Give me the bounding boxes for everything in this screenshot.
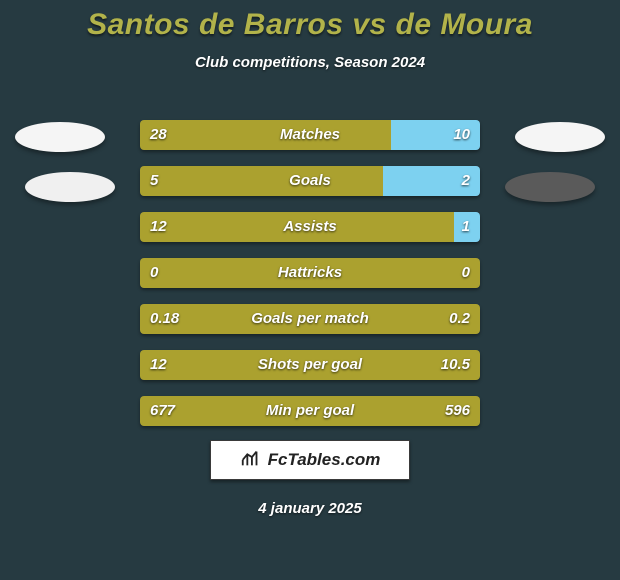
stat-label: Assists <box>0 212 620 242</box>
stat-row: 121Assists <box>0 212 620 242</box>
source-badge-text: FcTables.com <box>268 450 381 470</box>
date-text: 4 january 2025 <box>0 500 620 517</box>
chart-icon <box>240 447 262 474</box>
stat-label: Min per goal <box>0 396 620 426</box>
stat-label: Matches <box>0 120 620 150</box>
stat-row: 52Goals <box>0 166 620 196</box>
stat-label: Hattricks <box>0 258 620 288</box>
comparison-infographic: Santos de Barros vs de Moura Club compet… <box>0 0 620 580</box>
stat-row: 00Hattricks <box>0 258 620 288</box>
stat-label: Goals per match <box>0 304 620 334</box>
stat-row: 677596Min per goal <box>0 396 620 426</box>
stat-row: 2810Matches <box>0 120 620 150</box>
stat-row: 1210.5Shots per goal <box>0 350 620 380</box>
stat-label: Shots per goal <box>0 350 620 380</box>
stat-row: 0.180.2Goals per match <box>0 304 620 334</box>
page-subtitle: Club competitions, Season 2024 <box>0 54 620 71</box>
source-badge: FcTables.com <box>210 440 410 480</box>
stats-container: 2810Matches 52Goals 121Assists 00Hattricks 0… <box>0 120 620 442</box>
page-title: Santos de Barros vs de Moura <box>0 0 620 42</box>
stat-label: Goals <box>0 166 620 196</box>
